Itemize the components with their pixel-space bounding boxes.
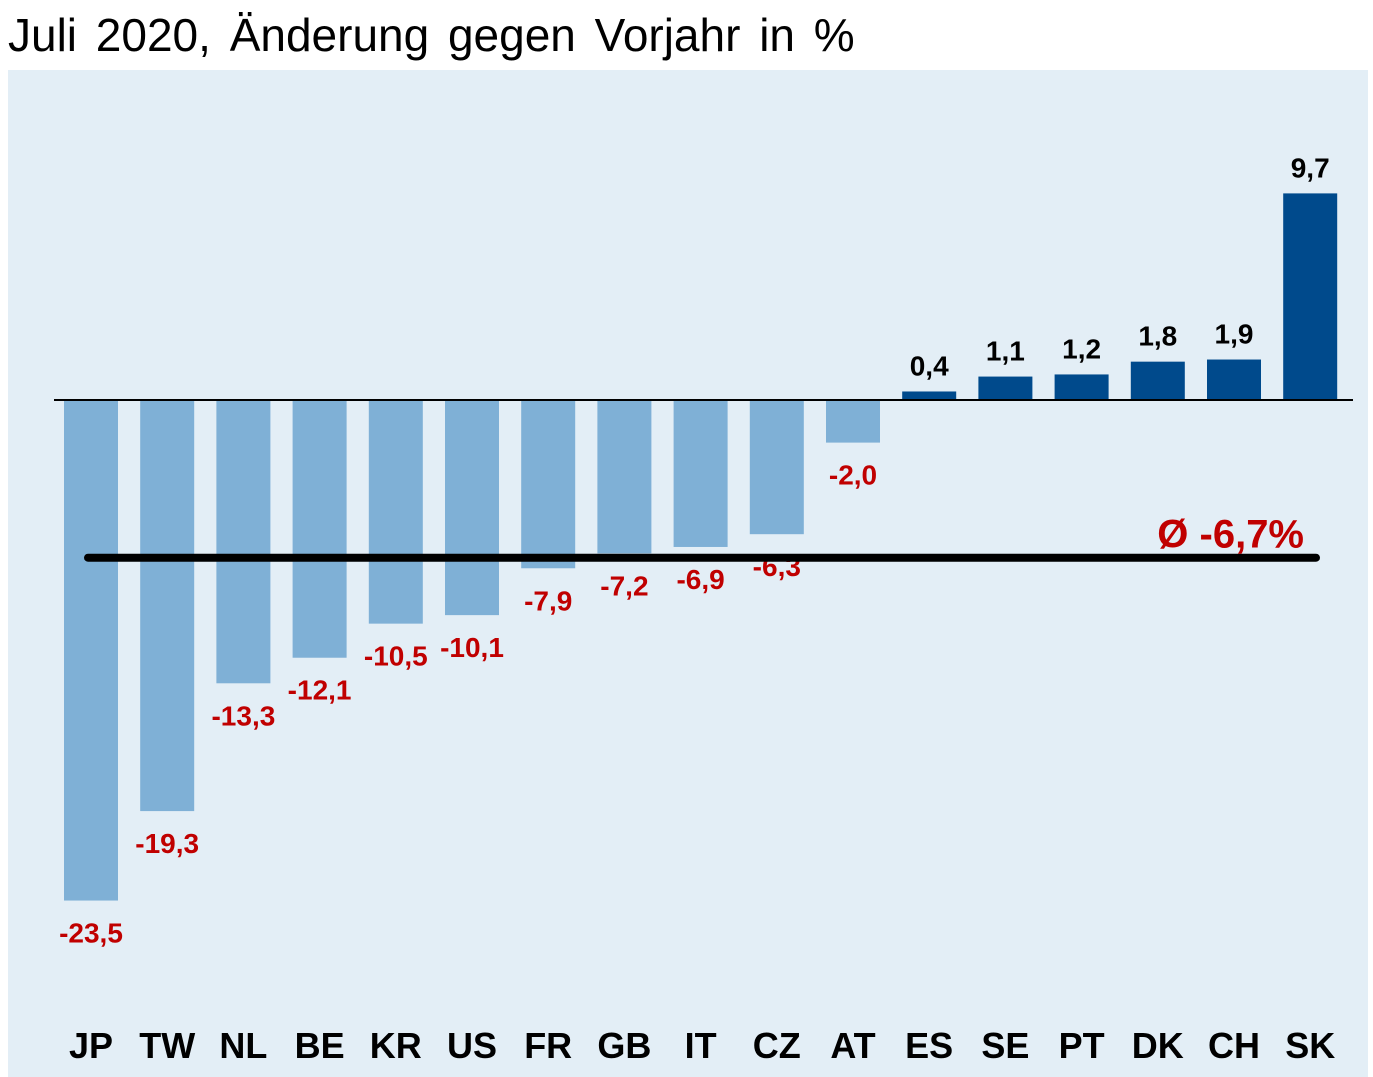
value-label-be: -12,1	[288, 675, 352, 706]
bar-ch	[1207, 359, 1261, 400]
value-label-it: -6,9	[676, 564, 724, 595]
bar-it	[673, 400, 728, 547]
value-label-sk: 9,7	[1291, 152, 1330, 183]
category-label-se: SE	[981, 1025, 1029, 1066]
bar-chart: -23,5 JP -19,3 TW -13,3 NL -12,1 BE -10,5 KR -10,1…	[8, 70, 1368, 1077]
category-label-pt: PT	[1059, 1025, 1105, 1066]
category-label-fr: FR	[524, 1025, 572, 1066]
bar-fr	[521, 400, 576, 569]
average-label: Ø -6,7%	[1157, 513, 1304, 557]
category-label-be: BE	[295, 1025, 345, 1066]
chart-title: Juli 2020, Änderung gegen Vorjahr in %	[8, 9, 855, 61]
value-label-tw: -19,3	[135, 828, 199, 859]
category-label-es: ES	[905, 1025, 953, 1066]
value-label-pt: 1,2	[1062, 333, 1101, 364]
category-label-gb: GB	[597, 1025, 651, 1066]
bar-sk	[1283, 193, 1338, 400]
value-label-at: -2,0	[829, 460, 877, 491]
bar-kr	[368, 400, 423, 624]
bar-jp	[64, 400, 118, 901]
bar-us	[445, 400, 499, 616]
category-label-sk: SK	[1285, 1025, 1335, 1066]
bar-be	[292, 400, 347, 658]
category-label-cz: CZ	[753, 1025, 801, 1066]
category-label-tw: TW	[139, 1025, 195, 1066]
bar-tw	[140, 400, 195, 812]
category-label-it: IT	[685, 1025, 717, 1066]
value-label-ch: 1,9	[1215, 319, 1254, 350]
category-label-nl: NL	[219, 1025, 267, 1066]
category-label-at: AT	[830, 1025, 875, 1066]
value-label-us: -10,1	[440, 632, 504, 663]
bar-es	[902, 391, 957, 400]
plot-area: -23,5 JP -19,3 TW -13,3 NL -12,1 BE -10,5 KR -10,1…	[8, 70, 1368, 1077]
value-label-kr: -10,5	[364, 641, 428, 672]
value-label-se: 1,1	[986, 336, 1025, 367]
bar-nl	[216, 400, 271, 684]
value-label-fr: -7,9	[524, 585, 572, 616]
value-label-gb: -7,2	[600, 570, 648, 601]
category-label-ch: CH	[1208, 1025, 1260, 1066]
value-label-jp: -23,5	[59, 918, 123, 949]
bar-cz	[749, 400, 804, 535]
category-label-us: US	[447, 1025, 497, 1066]
value-label-nl: -13,3	[211, 700, 275, 731]
category-label-kr: KR	[370, 1025, 422, 1066]
category-label-jp: JP	[69, 1025, 113, 1066]
bar-dk	[1130, 361, 1185, 400]
bar-at	[826, 400, 880, 443]
value-label-es: 0,4	[910, 350, 949, 381]
bar-pt	[1054, 374, 1109, 400]
bar-se	[978, 376, 1033, 400]
value-label-dk: 1,8	[1138, 321, 1177, 352]
category-label-dk: DK	[1132, 1025, 1184, 1066]
bar-gb	[597, 400, 652, 554]
